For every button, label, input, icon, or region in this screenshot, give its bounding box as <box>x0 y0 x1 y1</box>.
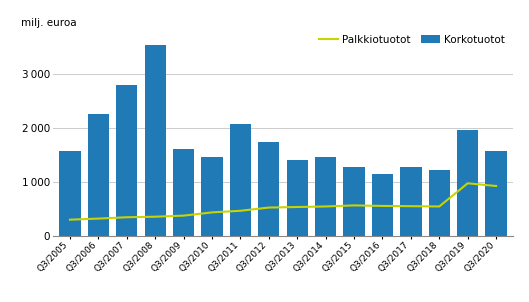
Bar <box>315 157 336 236</box>
Palkkiotuotot <box>237 209 243 213</box>
Palkkiotuotot <box>209 210 215 214</box>
Bar <box>400 167 422 236</box>
Palkkiotuotot <box>464 182 471 185</box>
Palkkiotuotot <box>351 204 357 207</box>
Bar <box>486 151 507 236</box>
Bar <box>144 45 166 236</box>
Bar <box>343 167 364 236</box>
Palkkiotuotot <box>180 214 187 217</box>
Bar <box>88 114 109 236</box>
Palkkiotuotot <box>323 205 329 208</box>
Palkkiotuotot <box>266 206 272 209</box>
Bar <box>428 170 450 236</box>
Palkkiotuotot <box>95 217 102 220</box>
Palkkiotuotot <box>408 204 414 208</box>
Line: Palkkiotuotot: Palkkiotuotot <box>70 183 496 220</box>
Text: milj. euroa: milj. euroa <box>21 18 76 28</box>
Bar <box>202 157 223 236</box>
Palkkiotuotot <box>67 218 73 221</box>
Palkkiotuotot <box>294 205 300 209</box>
Bar <box>287 159 308 236</box>
Bar <box>372 174 393 236</box>
Bar <box>173 149 194 236</box>
Legend: Palkkiotuotot, Korkotuotot: Palkkiotuotot, Korkotuotot <box>316 31 508 48</box>
Palkkiotuotot <box>124 215 130 219</box>
Bar <box>59 151 80 236</box>
Palkkiotuotot <box>152 215 158 219</box>
Bar <box>116 85 138 236</box>
Bar <box>230 124 251 236</box>
Palkkiotuotot <box>493 184 499 188</box>
Palkkiotuotot <box>436 205 442 208</box>
Palkkiotuotot <box>379 204 386 208</box>
Bar <box>457 130 478 236</box>
Bar <box>258 142 279 236</box>
